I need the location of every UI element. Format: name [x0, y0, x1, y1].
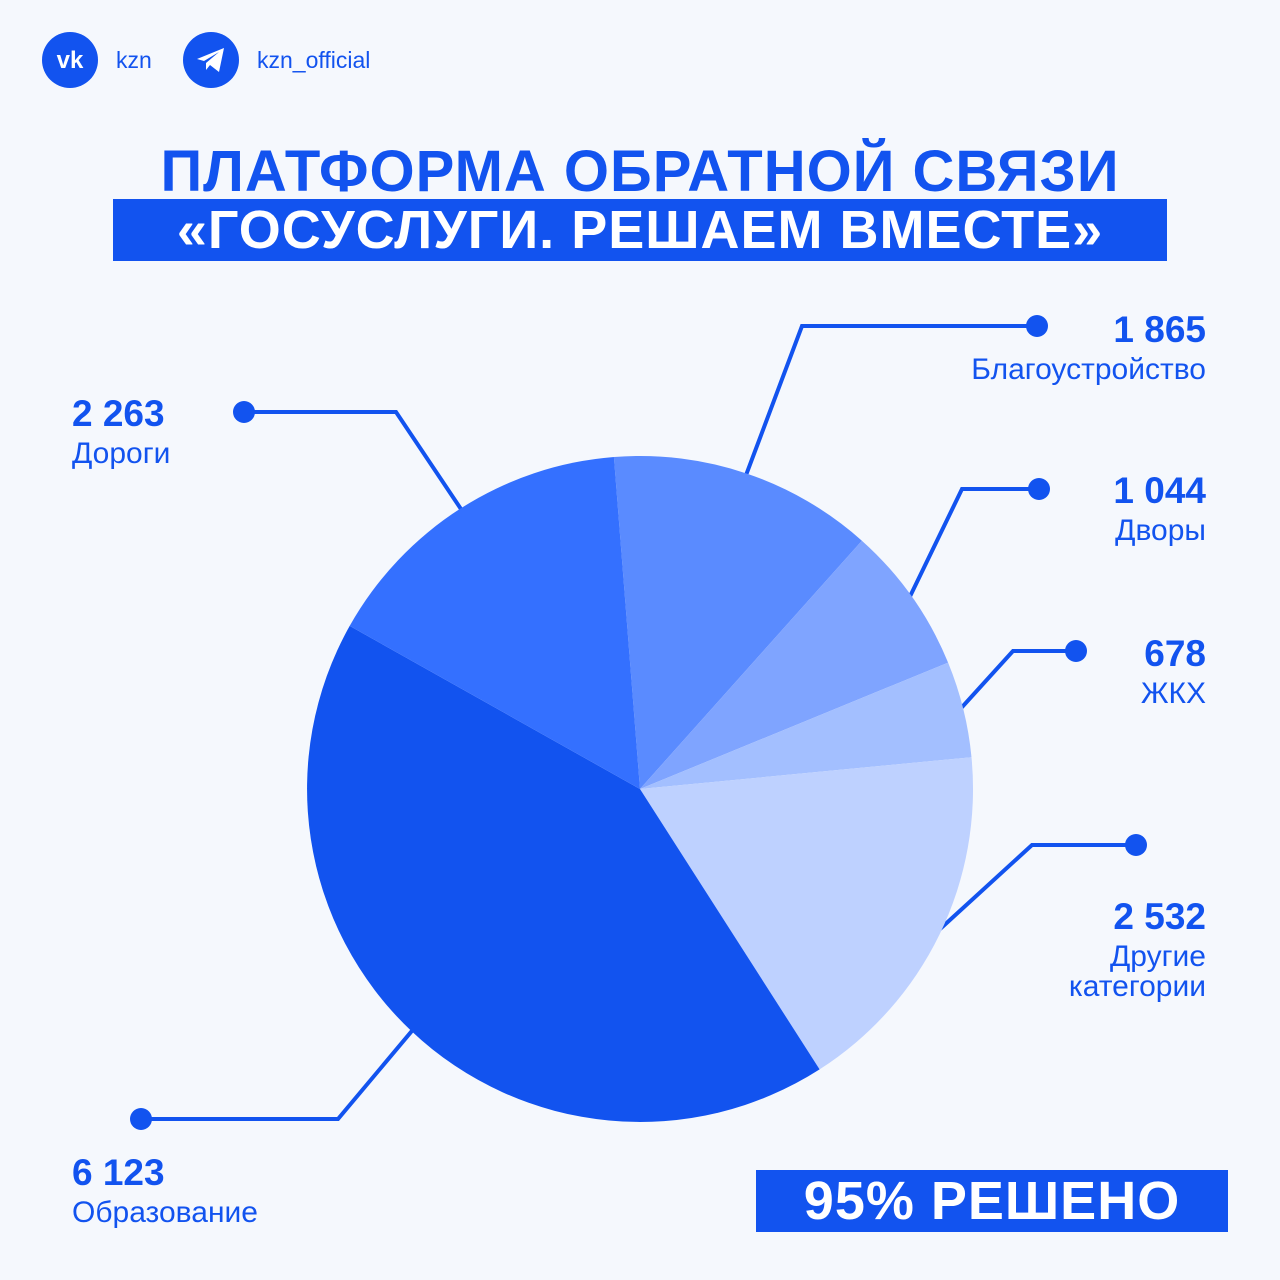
value-label: 678 [1144, 633, 1206, 674]
pie-slice [613, 455, 862, 789]
category-label: ЖКХ [1140, 677, 1206, 710]
value-label: 6 123 [72, 1152, 165, 1193]
vk-icon: vk [42, 32, 98, 88]
leader-dot [1028, 478, 1050, 500]
value-label: 2 532 [1113, 896, 1206, 937]
label-zhkkh: 678 ЖКХ [1141, 633, 1206, 709]
label-drugie: 2 532 Другие категории [966, 896, 1206, 1002]
label-dvory: 1 044 Дворы [1113, 470, 1206, 546]
leader-line [957, 649, 1076, 712]
leader-lines [130, 315, 1147, 1130]
category-label: Дороги [72, 437, 171, 470]
pie-slice [307, 625, 820, 1122]
page-title: ПЛАТФОРМА ОБРАТНОЙ СВЯЗИ [160, 139, 1120, 204]
leader-line [934, 843, 1136, 935]
resolved-badge: 95% РЕШЕНО [756, 1170, 1228, 1232]
pie-slice [640, 540, 949, 789]
category-label: Образование [72, 1196, 258, 1229]
vk-handle: kzn [116, 46, 152, 73]
telegram-handle: kzn_official [257, 46, 371, 73]
value-label: 1 044 [1113, 470, 1206, 511]
label-dorogi: 2 263 Дороги [72, 393, 170, 469]
value-label: 1 865 [1113, 309, 1206, 350]
value-label: 2 263 [72, 393, 165, 434]
leader-dot [130, 1108, 152, 1130]
category-label: Дворы [1115, 514, 1206, 547]
social-telegram[interactable]: kzn_official [183, 32, 370, 88]
leader-line [743, 324, 1037, 479]
social-vk[interactable]: vk kzn [42, 32, 152, 88]
category-label: Другие категории [1068, 940, 1206, 1003]
leader-line [244, 410, 465, 513]
leader-dot [1125, 834, 1147, 856]
leader-line [906, 487, 1039, 600]
telegram-icon [183, 32, 239, 88]
pie-slice [640, 662, 972, 789]
leader-dot [1026, 315, 1048, 337]
category-label: Благоустройство [971, 353, 1206, 386]
pie-slices [307, 455, 974, 1122]
leader-line [141, 1026, 416, 1121]
pie-slice [640, 757, 974, 1070]
label-blagoustroystvo: 1 865 Благоустройство [971, 309, 1206, 385]
pie-slice [349, 457, 640, 789]
page-subtitle: «ГОСУСЛУГИ. РЕШАЕМ ВМЕСТЕ» [113, 199, 1167, 261]
leader-dot [1065, 640, 1087, 662]
label-obrazovanie: 6 123 Образование [72, 1152, 258, 1228]
leader-dot [233, 401, 255, 423]
svg-text:vk: vk [57, 49, 84, 71]
